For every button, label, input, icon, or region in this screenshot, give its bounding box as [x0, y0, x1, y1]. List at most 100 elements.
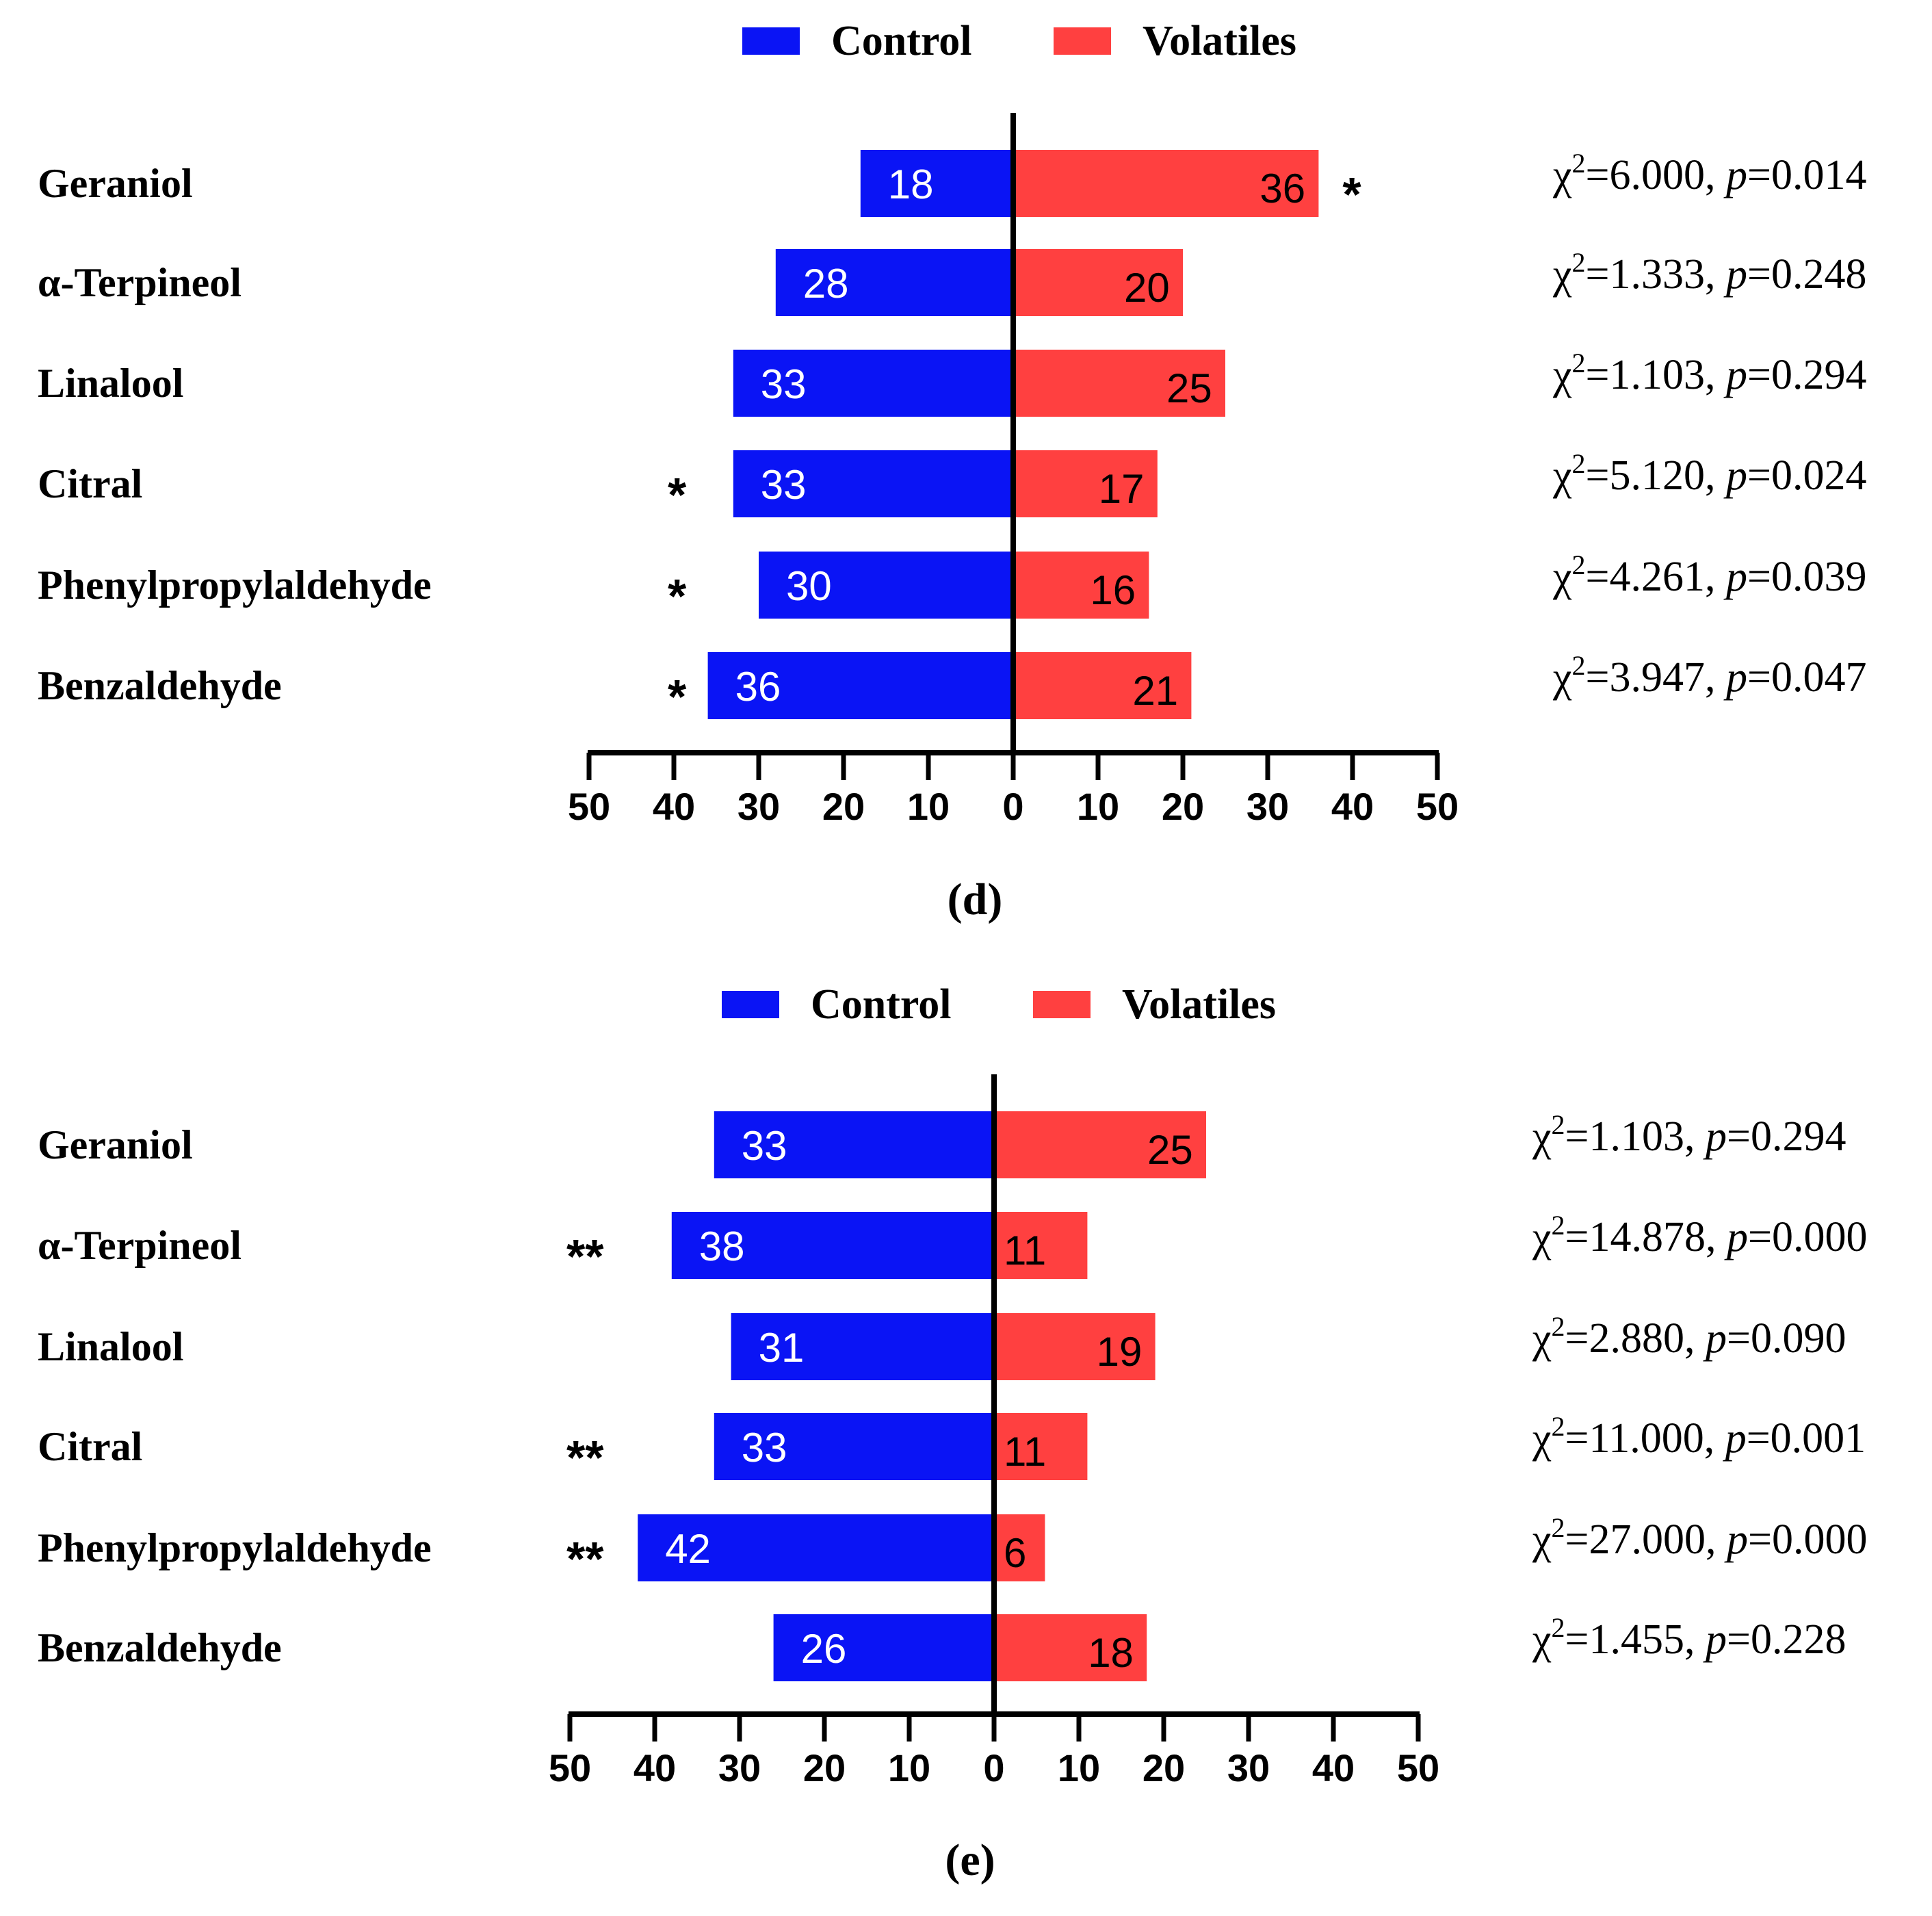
significance-mark: *	[668, 670, 687, 723]
x-tick-label: 30	[1227, 1746, 1270, 1789]
bar-control	[759, 552, 1013, 619]
separator: ,	[1684, 1113, 1706, 1160]
separator: ,	[1706, 1516, 1727, 1563]
category-label: α-Terpineol	[38, 260, 242, 305]
chi2-value: =14.878	[1565, 1214, 1706, 1260]
p-value: =0.090	[1727, 1315, 1846, 1362]
bar-control	[731, 1313, 994, 1380]
bar-value-volatiles: 18	[1088, 1630, 1134, 1676]
superscript: 2	[1572, 148, 1586, 179]
separator: ,	[1684, 1616, 1706, 1663]
category-label: α-Terpineol	[38, 1223, 242, 1268]
bar-control	[733, 450, 1013, 517]
bar-value-control: 38	[699, 1224, 745, 1269]
separator: ,	[1705, 554, 1726, 600]
bar-volatiles	[1013, 450, 1158, 517]
stat-text: χ2=1.333, p=0.248	[1552, 247, 1866, 298]
significance-mark: *	[668, 468, 687, 521]
chi2-value: =11.000	[1565, 1415, 1704, 1462]
bar-control	[707, 652, 1013, 719]
stat-text: χ2=6.000, p=0.014	[1552, 148, 1866, 198]
chi-symbol: χ	[1552, 152, 1572, 198]
stat-text: χ2=1.103, p=0.294	[1552, 348, 1866, 398]
chi-symbol: χ	[1552, 452, 1572, 499]
x-tick-label: 50	[1416, 785, 1459, 828]
significance-mark: **	[566, 1230, 604, 1283]
panel-label: (d)	[948, 875, 1003, 924]
bar-value-control: 26	[801, 1626, 847, 1672]
bar-volatiles	[1013, 249, 1183, 316]
legend-label-control: Control	[831, 18, 972, 64]
bar-volatiles	[994, 1614, 1147, 1681]
superscript: 2	[1552, 1612, 1565, 1643]
legend-label-control: Control	[811, 981, 952, 1028]
separator: ,	[1684, 1315, 1706, 1362]
bar-control	[860, 150, 1013, 217]
p-value: =0.228	[1727, 1616, 1846, 1663]
separator: ,	[1705, 352, 1726, 398]
bar-value-control: 33	[742, 1425, 787, 1471]
chi-symbol: χ	[1532, 1113, 1552, 1160]
significance-mark: **	[566, 1532, 604, 1585]
p-symbol: p	[1723, 1415, 1747, 1462]
bar-volatiles	[994, 1413, 1088, 1480]
chi-symbol: χ	[1552, 554, 1572, 600]
superscript: 2	[1552, 1109, 1565, 1140]
chi2-value: =2.880	[1565, 1315, 1684, 1362]
bar-control	[733, 350, 1013, 417]
bar-value-volatiles: 25	[1147, 1127, 1193, 1173]
bar-value-control: 33	[761, 361, 807, 407]
bar-value-control: 30	[786, 563, 832, 609]
bar-control	[714, 1413, 994, 1480]
x-tick-label: 20	[1143, 1746, 1185, 1789]
bar-value-volatiles: 17	[1099, 466, 1145, 512]
bar-control	[773, 1614, 994, 1681]
p-symbol: p	[1724, 1214, 1748, 1260]
category-label: Benzaldehyde	[38, 1625, 282, 1670]
superscript: 2	[1572, 448, 1586, 479]
separator: ,	[1704, 1415, 1725, 1462]
chi-symbol: χ	[1552, 654, 1572, 701]
chi-symbol: χ	[1532, 1516, 1552, 1563]
significance-mark: **	[566, 1431, 604, 1484]
p-value: =0.000	[1748, 1214, 1867, 1260]
category-label: Benzaldehyde	[38, 663, 282, 708]
chi-symbol: χ	[1532, 1616, 1552, 1663]
chi2-value: =3.947	[1586, 654, 1705, 701]
bar-value-volatiles: 11	[1004, 1228, 1046, 1273]
bar-value-control: 31	[759, 1325, 805, 1371]
x-tick-label: 0	[983, 1746, 1004, 1789]
superscript: 2	[1552, 1411, 1565, 1442]
chi-symbol: χ	[1552, 251, 1572, 298]
separator: ,	[1705, 152, 1726, 198]
chi2-value: =1.455	[1565, 1616, 1684, 1663]
p-symbol: p	[1723, 352, 1747, 398]
panel-label: (e)	[945, 1835, 995, 1885]
bar-value-volatiles: 20	[1124, 265, 1170, 311]
separator: ,	[1706, 1214, 1727, 1260]
superscript: 2	[1572, 247, 1586, 278]
p-symbol: p	[1703, 1616, 1727, 1663]
x-tick-label: 50	[1397, 1746, 1439, 1789]
separator: ,	[1705, 452, 1726, 499]
bar-control	[671, 1212, 994, 1279]
stat-text: χ2=11.000, p=0.001	[1532, 1411, 1866, 1462]
x-tick-label: 40	[1312, 1746, 1355, 1789]
superscript: 2	[1572, 650, 1586, 681]
bar-value-volatiles: 6	[1004, 1530, 1026, 1576]
bar-volatiles	[994, 1212, 1088, 1279]
stat-text: χ2=1.103, p=0.294	[1532, 1109, 1846, 1160]
x-tick-label: 30	[718, 1746, 761, 1789]
stat-text: χ2=5.120, p=0.024	[1552, 448, 1866, 499]
chi2-value: =6.000	[1586, 152, 1705, 198]
x-tick-label: 0	[1002, 785, 1023, 828]
bar-control	[638, 1514, 994, 1581]
p-symbol: p	[1703, 1113, 1727, 1160]
x-tick-label: 50	[549, 1746, 591, 1789]
bar-value-volatiles: 36	[1259, 166, 1305, 211]
separator: ,	[1705, 654, 1726, 701]
p-symbol: p	[1724, 1516, 1748, 1563]
x-tick-label: 20	[803, 1746, 846, 1789]
